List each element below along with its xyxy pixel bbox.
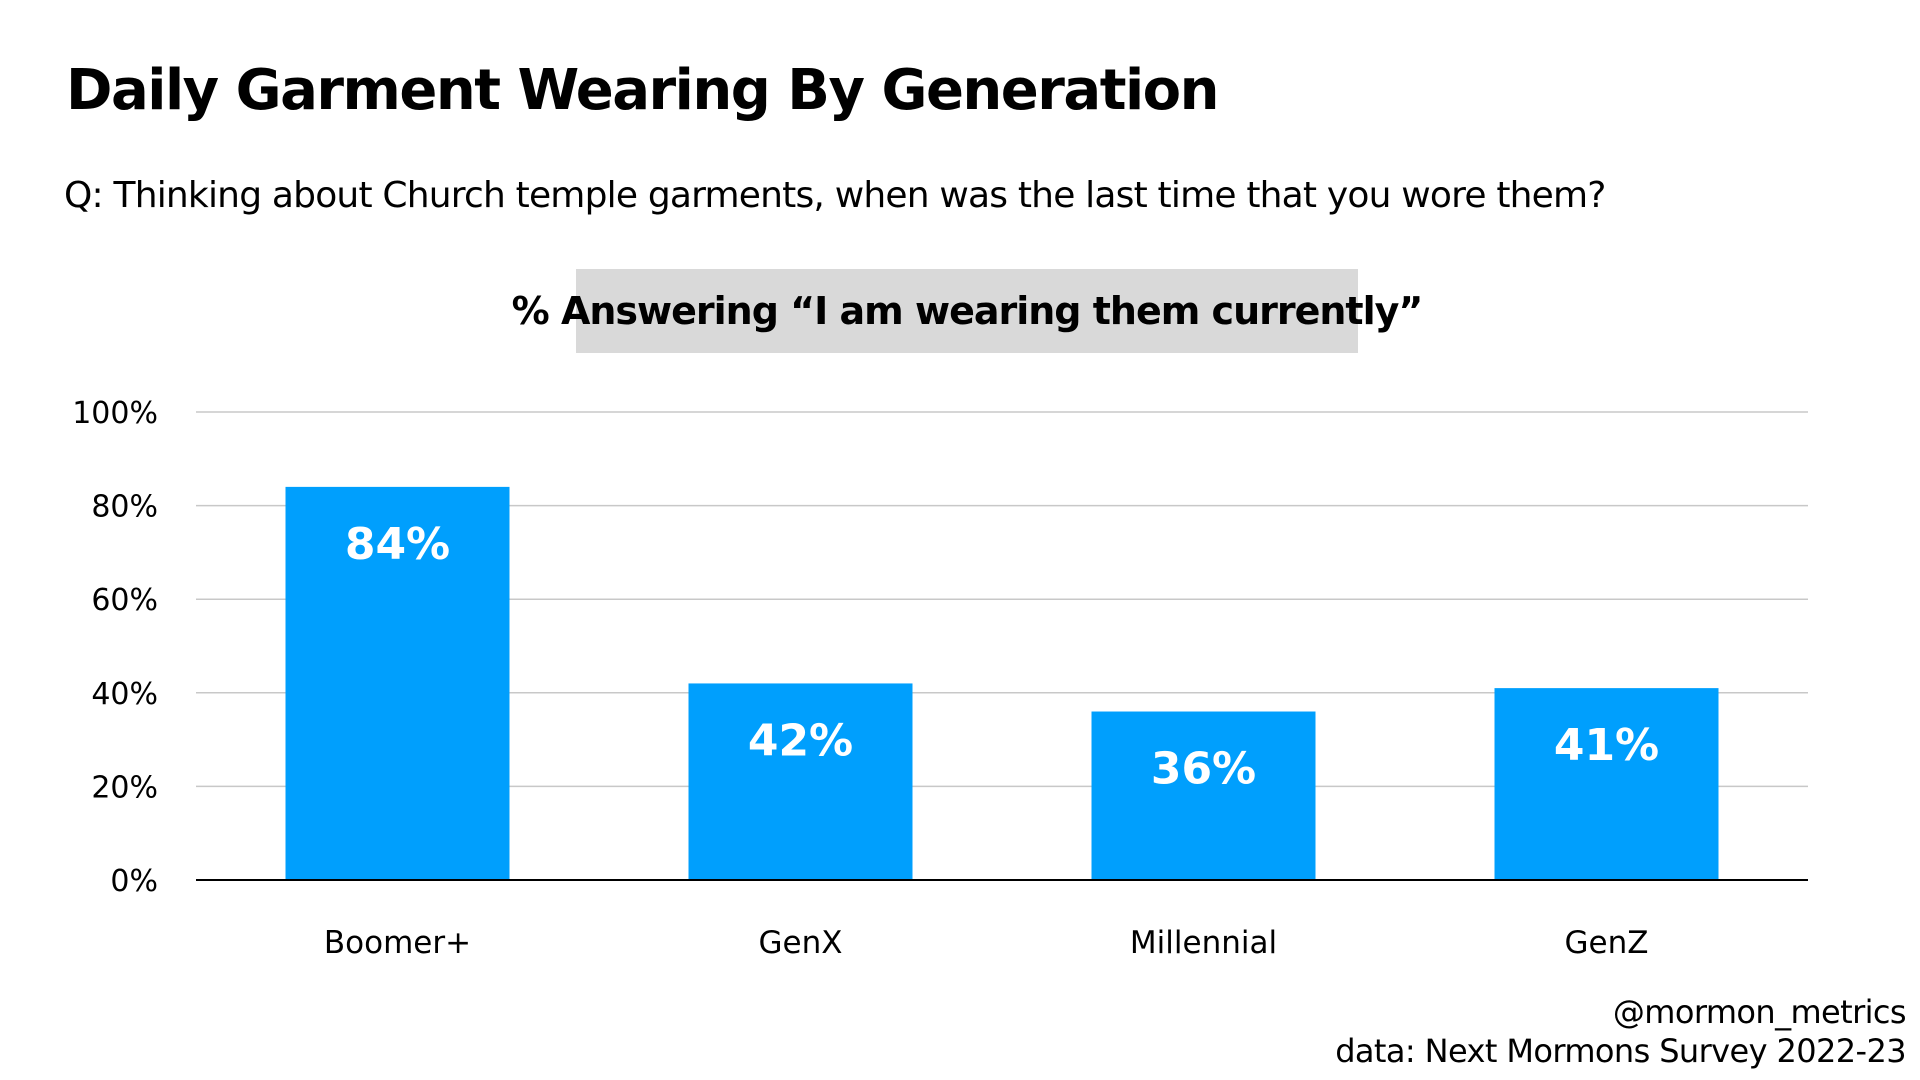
y-tick-label: 40% <box>91 677 158 712</box>
survey-question: Q: Thinking about Church temple garments… <box>64 175 1606 216</box>
y-tick-label: 100% <box>72 396 158 431</box>
bar <box>285 486 510 880</box>
y-tick-label: 0% <box>110 864 158 899</box>
credit-handle: @mormon_metrics <box>1612 993 1907 1031</box>
x-category-label: Boomer+ <box>324 925 471 961</box>
x-category-label: GenZ <box>1565 925 1649 961</box>
bar <box>1494 688 1719 880</box>
credit-source: data: Next Mormons Survey 2022-23 <box>1335 1032 1906 1070</box>
y-tick-label: 80% <box>91 490 158 525</box>
y-tick-label: 20% <box>91 770 158 805</box>
bar <box>1091 711 1316 880</box>
y-axis-tick-labels: 0% 20% 40% 60% 80% 100% <box>72 396 158 899</box>
chart-title: Daily Garment Wearing By Generation <box>66 58 1220 123</box>
bar <box>688 683 913 880</box>
chart-label-box: % Answering “I am wearing them currently… <box>512 269 1423 353</box>
x-category-label: Millennial <box>1130 925 1277 961</box>
data-label: 41% <box>1554 720 1659 771</box>
x-category-label: GenX <box>759 925 843 961</box>
data-label: 42% <box>748 715 853 766</box>
x-axis-category-labels: Boomer+ GenX Millennial GenZ <box>324 925 1649 961</box>
bars <box>285 486 1719 880</box>
data-labels: 84% 42% 36% 41% <box>345 519 1659 795</box>
data-label: 36% <box>1151 744 1256 795</box>
data-label: 84% <box>345 519 450 570</box>
y-tick-label: 60% <box>91 583 158 618</box>
chart-label-text: % Answering “I am wearing them currently… <box>511 289 1424 333</box>
